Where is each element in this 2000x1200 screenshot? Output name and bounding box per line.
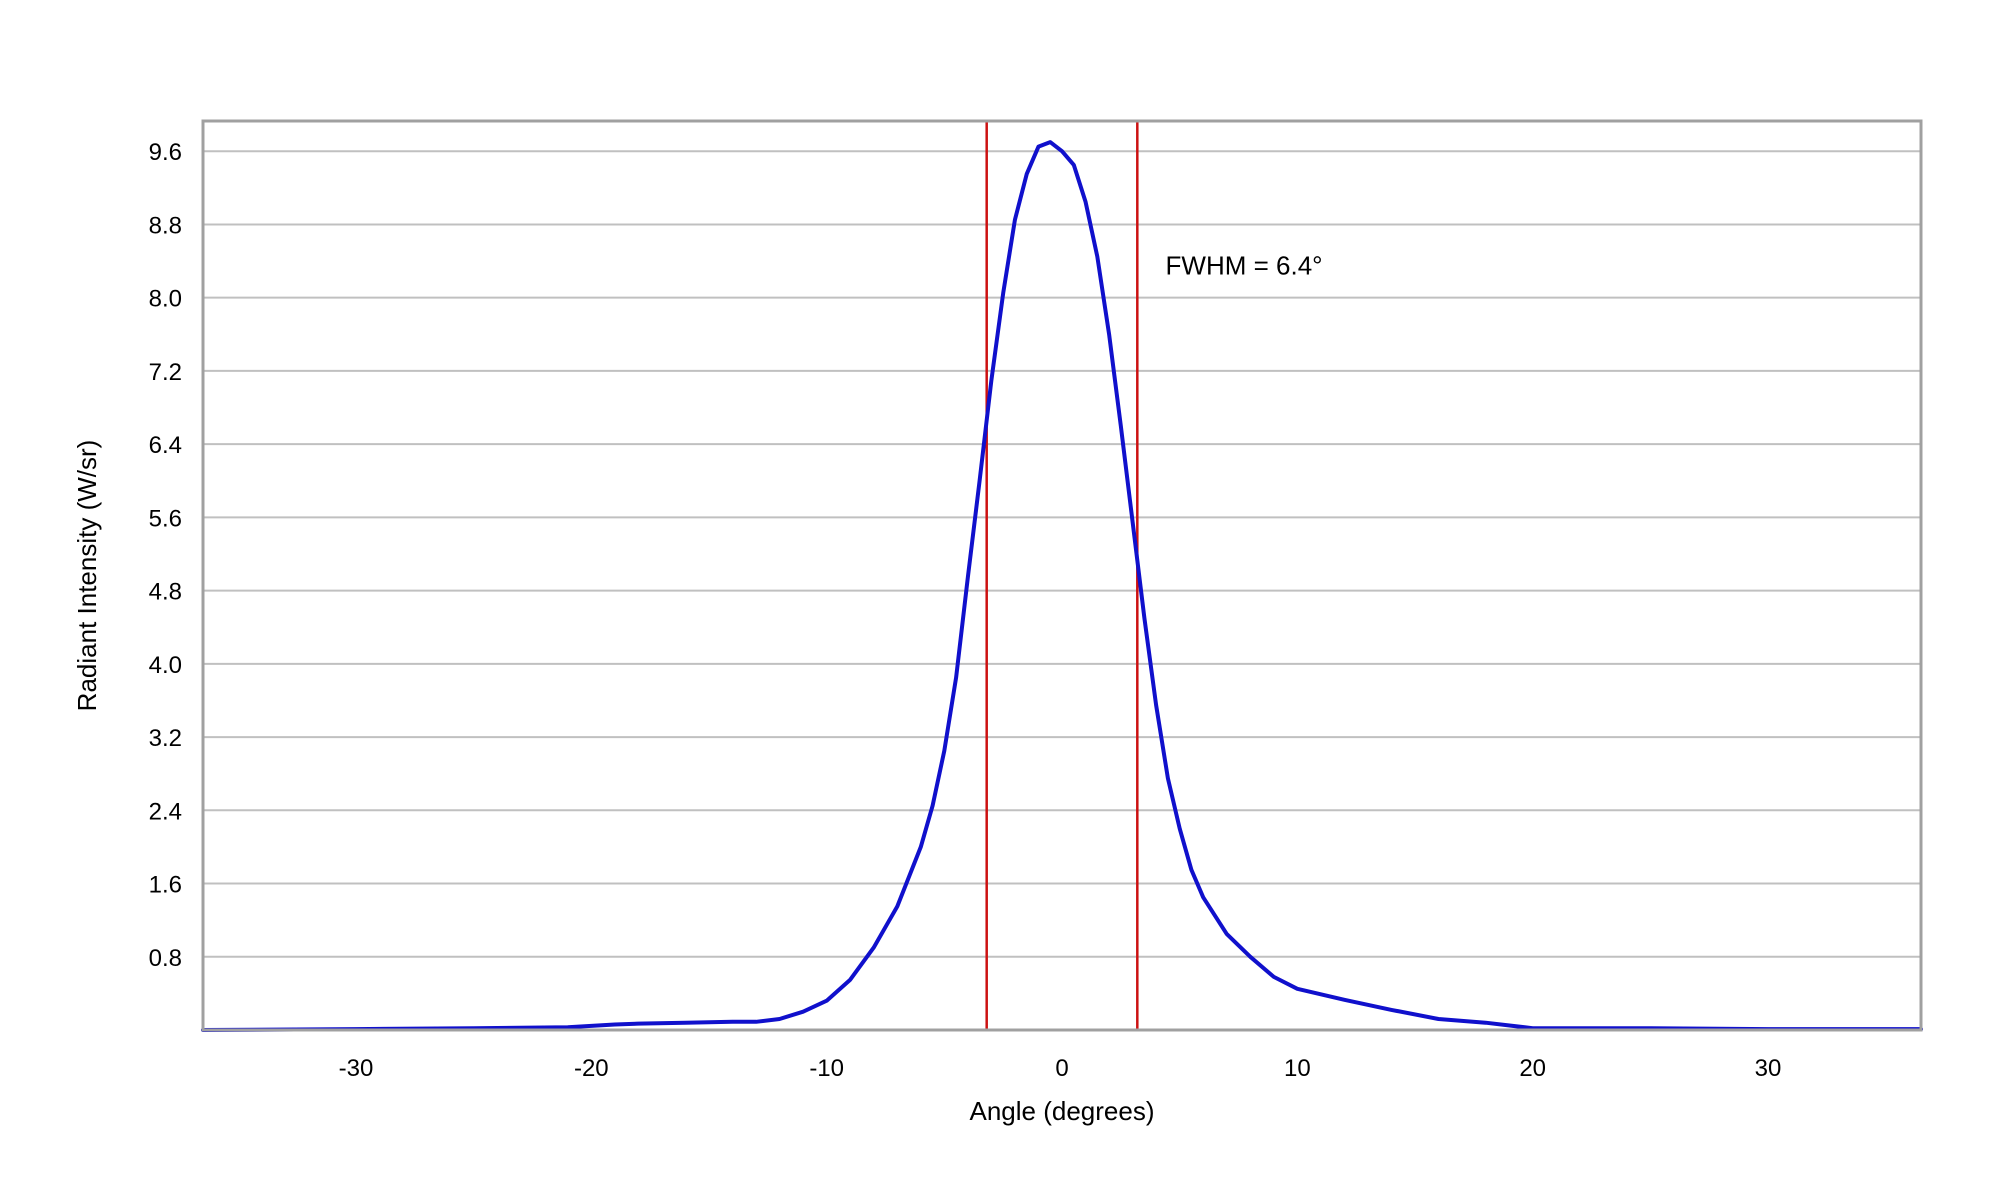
y-tick-labels: 0.8 1.6 2.4 3.2 4.0 4.8 5.6 6.4 7.2 8.0 8.8 9.6 bbox=[149, 139, 182, 972]
y-axis-title: Radiant Intensity (W/sr) bbox=[72, 440, 102, 712]
y-tick-label-7: 6.4 bbox=[149, 432, 182, 459]
x-tick-label-0: -30 bbox=[339, 1055, 374, 1082]
gridlines bbox=[203, 150, 1921, 958]
plot-frame bbox=[201, 119, 1923, 1032]
x-tick-label-4: 10 bbox=[1284, 1055, 1311, 1082]
y-tick-label-3: 3.2 bbox=[149, 725, 182, 752]
y-tick-label-1: 1.6 bbox=[149, 872, 182, 899]
y-tick-label-11: 9.6 bbox=[149, 139, 182, 166]
x-tick-label-5: 20 bbox=[1519, 1055, 1546, 1082]
intensity-curve bbox=[201, 140, 1923, 1032]
y-tick-label-6: 5.6 bbox=[149, 505, 182, 532]
x-tick-label-6: 30 bbox=[1755, 1055, 1782, 1082]
fwhm-annotation: FWHM = 6.4° bbox=[1166, 251, 1323, 281]
y-tick-label-5: 4.8 bbox=[149, 579, 182, 606]
x-axis-title: Angle (degrees) bbox=[970, 1096, 1155, 1126]
y-tick-label-8: 7.2 bbox=[149, 359, 182, 386]
y-tick-label-10: 8.8 bbox=[149, 212, 182, 239]
x-tick-label-3: 0 bbox=[1055, 1055, 1068, 1082]
x-tick-label-1: -20 bbox=[574, 1055, 609, 1082]
y-tick-label-4: 4.0 bbox=[149, 652, 182, 679]
x-tick-labels: -30 -20 -10 0 10 20 30 bbox=[339, 1055, 1782, 1082]
x-tick-label-2: -10 bbox=[809, 1055, 844, 1082]
y-tick-label-0: 0.8 bbox=[149, 945, 182, 972]
y-tick-label-9: 8.0 bbox=[149, 286, 182, 313]
y-tick-label-2: 2.4 bbox=[149, 798, 182, 825]
